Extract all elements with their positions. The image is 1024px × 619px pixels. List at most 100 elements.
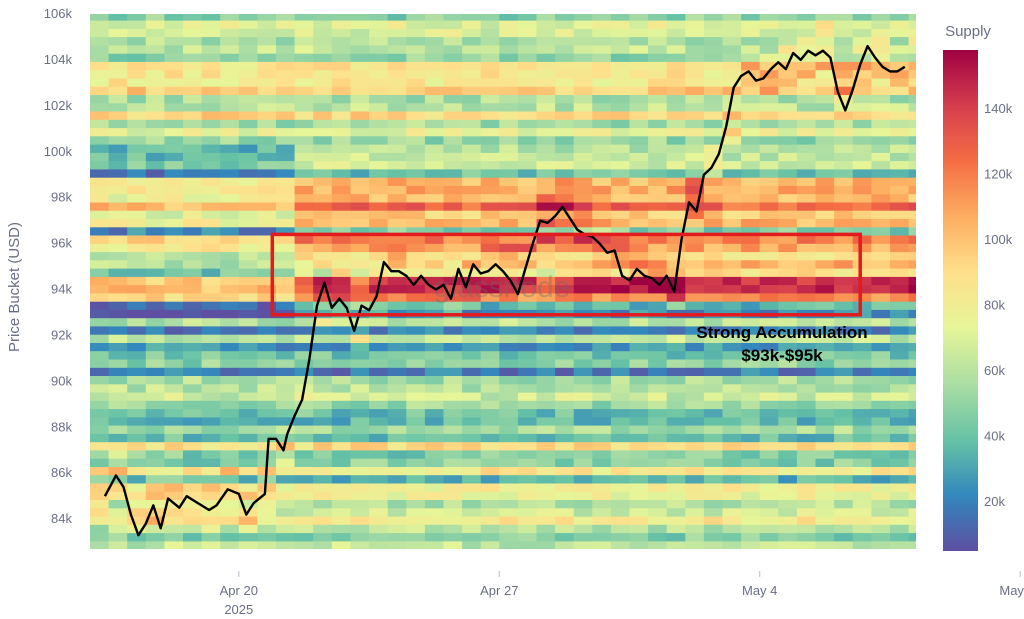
heatmap-cell [313, 251, 333, 261]
heatmap-cell [387, 177, 407, 186]
heatmap-cell [834, 20, 854, 29]
heatmap-cell [480, 334, 500, 343]
heatmap-cell [406, 317, 426, 327]
heatmap-cell [834, 53, 854, 62]
heatmap-cell [908, 77, 916, 87]
heatmap-cell [443, 449, 463, 459]
heatmap-cell [759, 367, 779, 376]
heatmap-cell [108, 499, 128, 509]
heatmap-cell [313, 152, 333, 162]
heatmap-cell [276, 127, 296, 137]
heatmap-cell [703, 425, 724, 434]
heatmap-cell [592, 177, 612, 186]
heatmap-cell [145, 110, 165, 120]
heatmap-cell [666, 292, 686, 302]
heatmap-cell [666, 458, 686, 467]
heatmap-cell [573, 177, 593, 186]
heatmap-cell [164, 234, 184, 244]
heatmap-cell [331, 416, 351, 426]
heatmap-cell [183, 358, 203, 368]
heatmap-cell [127, 466, 147, 476]
heatmap-cell [741, 144, 761, 153]
heatmap-cell [908, 69, 916, 79]
heatmap-cell [759, 243, 779, 253]
heatmap-cell [536, 466, 556, 476]
heatmap-cell [313, 292, 333, 302]
heatmap-cell [480, 449, 500, 459]
heatmap-cell [220, 515, 240, 525]
heatmap-cell [517, 342, 538, 352]
heatmap-cell [778, 325, 798, 335]
heatmap-cell [629, 507, 649, 517]
heatmap-cell [424, 499, 445, 509]
heatmap-cell [406, 301, 426, 310]
heatmap-cell [685, 14, 705, 21]
heatmap-cell [815, 276, 835, 286]
heatmap-cell [815, 185, 835, 195]
heatmap-cell [350, 499, 370, 509]
heatmap-cell [238, 515, 258, 525]
heatmap-cell [573, 383, 593, 393]
heatmap-cell [276, 36, 296, 46]
heatmap-cell [127, 127, 147, 137]
heatmap-cell [276, 524, 296, 534]
heatmap-cell [592, 284, 612, 294]
heatmap-cell [573, 61, 593, 71]
heatmap-cell [685, 36, 705, 46]
heatmap-cell [517, 325, 538, 335]
heatmap-cell [796, 458, 817, 467]
heatmap-cell [145, 383, 165, 393]
heatmap-cell [685, 334, 705, 343]
heatmap-cell [536, 284, 556, 294]
heatmap-cell [741, 110, 761, 120]
heatmap-cell [406, 391, 426, 401]
heatmap-cell [183, 135, 203, 145]
heatmap-cell [127, 342, 147, 352]
heatmap-cell [890, 119, 910, 129]
heatmap-cell [610, 408, 631, 418]
heatmap-cell [201, 375, 221, 385]
heatmap-cell [666, 44, 686, 54]
heatmap-cell [480, 110, 500, 120]
heatmap-cell [276, 325, 296, 335]
heatmap-cell [238, 251, 258, 261]
heatmap-cell [778, 524, 798, 534]
heatmap-cell [350, 226, 370, 236]
heatmap-cell [759, 458, 779, 467]
heatmap-cell [424, 524, 445, 534]
heatmap-cell [592, 234, 612, 244]
heatmap-cell [666, 61, 686, 71]
heatmap-cell [796, 292, 817, 302]
heatmap-cell [629, 177, 649, 186]
heatmap-cell [294, 20, 314, 29]
heatmap-cell [703, 491, 724, 500]
heatmap-cell [890, 425, 910, 434]
heatmap-cell [685, 77, 705, 87]
heatmap-cell [369, 342, 389, 352]
heatmap-cell [871, 218, 891, 228]
heatmap-cell [145, 201, 165, 211]
heatmap-cell [90, 243, 110, 253]
heatmap-cell [127, 400, 147, 410]
heatmap-cell [834, 14, 854, 21]
x-tick-label: May 11 [999, 583, 1024, 598]
heatmap-cell [852, 416, 872, 426]
heatmap-cell [424, 86, 445, 95]
heatmap-cell [890, 28, 910, 38]
heatmap-cell [499, 119, 519, 129]
heatmap-cell [127, 210, 147, 219]
heatmap-cell [499, 301, 519, 310]
heatmap-cell [648, 524, 668, 534]
heatmap-cell [406, 94, 426, 104]
heatmap-cell [666, 69, 686, 79]
heatmap-cell [871, 119, 891, 129]
heatmap-cell [294, 218, 314, 228]
heatmap-cell [796, 466, 817, 476]
heatmap-cell [238, 14, 258, 21]
heatmap-cell [573, 226, 593, 236]
heatmap-cell [90, 152, 110, 162]
heatmap-cell [443, 416, 463, 426]
heatmap-cell [183, 466, 203, 476]
heatmap-cell [443, 201, 463, 211]
heatmap-cell [666, 507, 686, 517]
